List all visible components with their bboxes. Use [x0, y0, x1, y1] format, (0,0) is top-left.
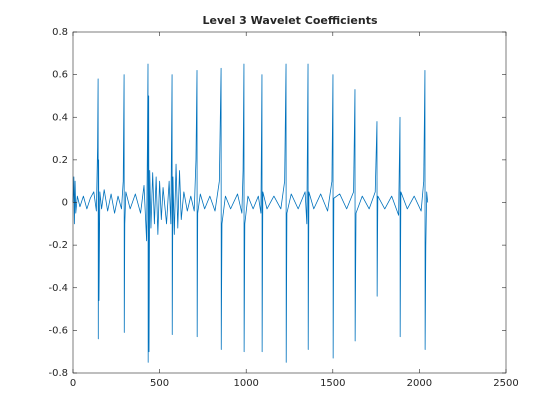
x-tick-label: 1000 [233, 378, 258, 389]
y-tick-label: 0.8 [52, 27, 68, 38]
x-tick-label: 1500 [320, 378, 345, 389]
data-line [72, 63, 429, 363]
y-tick-label: 0 [62, 198, 68, 209]
y-tick-label: 0.4 [52, 112, 68, 123]
x-tick-label: 500 [150, 378, 169, 389]
y-tick-label: 0.2 [52, 155, 68, 166]
x-tick-label: 0 [70, 378, 76, 389]
x-tick-label: 2000 [407, 378, 432, 389]
chart-title: Level 3 Wavelet Coefficients [202, 14, 377, 27]
y-tick-label: -0.8 [48, 368, 68, 379]
y-tick-label: -0.4 [48, 283, 68, 294]
y-tick-label: 0.6 [52, 70, 68, 81]
x-tick-label: 2500 [493, 378, 518, 389]
y-tick-label: -0.2 [48, 240, 68, 251]
y-tick-label: -0.6 [48, 325, 68, 336]
